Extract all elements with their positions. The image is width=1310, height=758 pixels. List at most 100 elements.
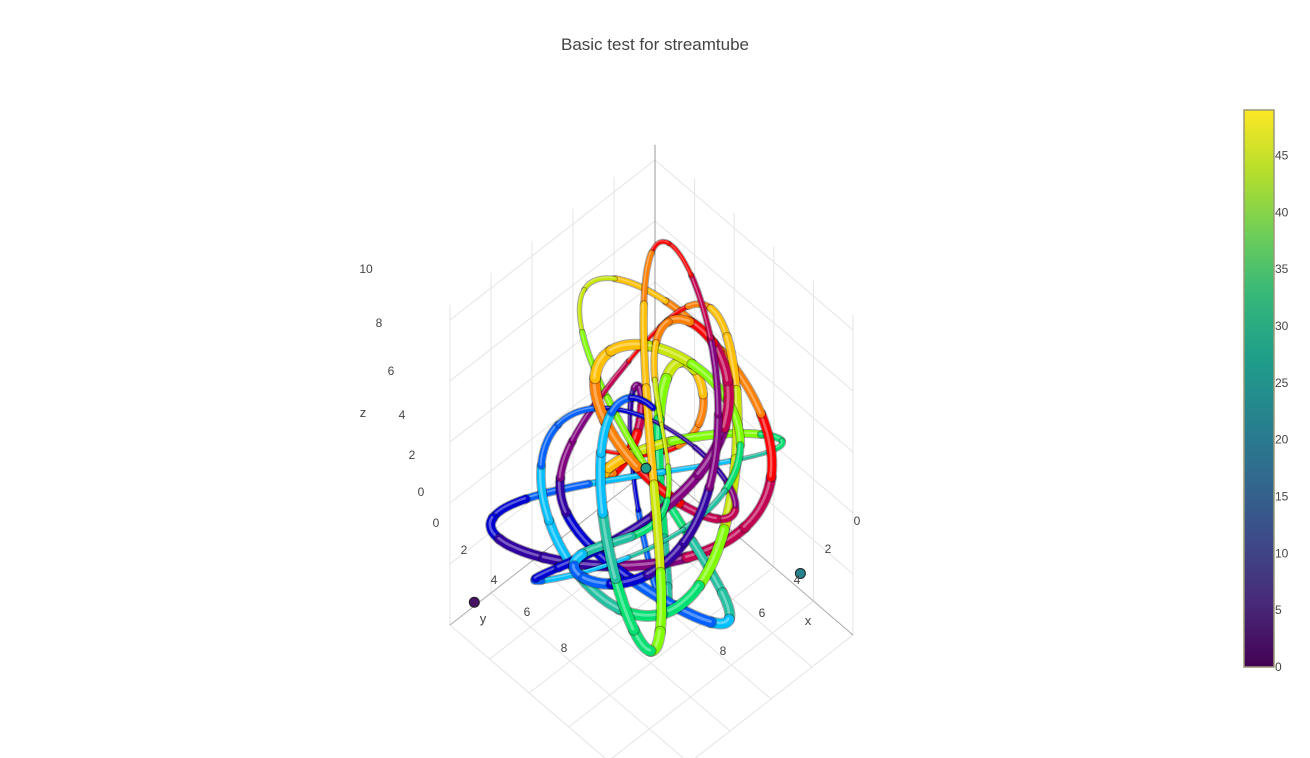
stream-tube-segment[interactable] bbox=[537, 421, 562, 469]
stream-tube-segment[interactable] bbox=[705, 410, 723, 492]
stream-tube-segment[interactable] bbox=[573, 555, 631, 577]
stream-tube-segment[interactable] bbox=[679, 483, 714, 547]
stream-tube-segment[interactable] bbox=[522, 480, 592, 503]
tube-highlight bbox=[557, 475, 567, 514]
stream-tube-segment[interactable] bbox=[632, 402, 647, 438]
tube-highlight bbox=[689, 361, 728, 401]
stream-tube-segment[interactable] bbox=[595, 358, 631, 404]
stream-tube-segment[interactable] bbox=[628, 395, 656, 411]
colorbar-scale bbox=[1243, 109, 1275, 668]
grid-line bbox=[449, 159, 656, 321]
grid-line bbox=[568, 566, 775, 728]
stream-tube-segment[interactable] bbox=[590, 345, 616, 384]
stream-tube-segment[interactable] bbox=[659, 422, 670, 469]
colorbar-tick-label: 45 bbox=[1275, 148, 1289, 162]
stream-tube-segment[interactable] bbox=[641, 250, 655, 307]
stream-tube-segment[interactable] bbox=[628, 624, 656, 656]
stream-tube-segment[interactable] bbox=[488, 495, 530, 522]
stream-tube-segment[interactable] bbox=[486, 513, 504, 544]
z-tick-label: 10 bbox=[359, 262, 373, 276]
stream-tube-segment[interactable] bbox=[640, 301, 650, 392]
tube-highlight bbox=[642, 251, 652, 305]
stream-tube-segment[interactable] bbox=[589, 373, 611, 426]
z-tick-label: 2 bbox=[409, 448, 416, 462]
tube-highlight bbox=[631, 627, 652, 652]
tube-highlight bbox=[667, 242, 692, 276]
stream-tube-segment[interactable] bbox=[608, 394, 635, 416]
stream-tube-segment[interactable] bbox=[537, 461, 553, 525]
grid-line bbox=[654, 342, 854, 514]
stream-tube-segment[interactable] bbox=[612, 276, 669, 304]
stream-tube-segment[interactable] bbox=[643, 538, 689, 579]
stream-tube-segment[interactable] bbox=[667, 241, 694, 278]
tube-highlight bbox=[609, 396, 632, 413]
stream-tube-segment[interactable] bbox=[579, 329, 610, 401]
stream-tube-segment[interactable] bbox=[694, 524, 730, 591]
stream-tube-segment[interactable] bbox=[688, 272, 714, 341]
colorbar-tick-label: 20 bbox=[1275, 433, 1289, 447]
stream-tube-segment[interactable] bbox=[655, 567, 667, 637]
stream-tube-segment[interactable] bbox=[597, 408, 616, 458]
stream-tube-segment[interactable] bbox=[579, 573, 617, 589]
stream-tubes[interactable] bbox=[468, 238, 806, 657]
tube-start-cap bbox=[468, 596, 480, 608]
stream-tube-segment[interactable] bbox=[645, 416, 697, 450]
stream-tube-segment[interactable] bbox=[707, 304, 731, 341]
grid-line bbox=[490, 592, 684, 758]
stream-tube-segment[interactable] bbox=[531, 563, 563, 583]
colorbar-tick-label: 15 bbox=[1275, 489, 1289, 503]
stream-tube-segment[interactable] bbox=[608, 552, 692, 572]
stream-tube-segment[interactable] bbox=[740, 472, 776, 532]
stream-tube-segment[interactable] bbox=[756, 409, 777, 482]
stream-tube-segment[interactable] bbox=[582, 276, 617, 292]
stream-tube-segment[interactable] bbox=[649, 480, 665, 577]
stream-tube-segment[interactable] bbox=[664, 464, 672, 503]
z-tick-label: 6 bbox=[388, 364, 395, 378]
chart-title: Basic test for streamtube bbox=[561, 35, 749, 54]
stream-tube-segment[interactable] bbox=[719, 375, 734, 433]
stream-tube-segment[interactable] bbox=[657, 580, 705, 619]
stream-tube-segment[interactable] bbox=[595, 448, 608, 518]
tube-highlight bbox=[488, 515, 501, 540]
tube-highlight bbox=[696, 527, 725, 587]
stream-tube-segment[interactable] bbox=[721, 442, 744, 494]
tube-highlight bbox=[708, 336, 719, 415]
stream-tube-segment[interactable] bbox=[713, 507, 739, 523]
tube-highlight bbox=[770, 439, 783, 451]
stream-tube-segment[interactable] bbox=[723, 332, 741, 394]
stream-tube-segment[interactable] bbox=[652, 318, 672, 347]
tube-highlight bbox=[711, 340, 729, 382]
stream-tube-segment[interactable] bbox=[555, 405, 600, 428]
stream-tube-segment[interactable] bbox=[561, 508, 596, 551]
stream-tube-segment[interactable] bbox=[494, 534, 549, 563]
stream-tube-segment[interactable] bbox=[667, 430, 724, 446]
stream-tube-segment[interactable] bbox=[598, 508, 621, 584]
stream-tube-segment[interactable] bbox=[708, 338, 733, 386]
stream-tube-segment[interactable] bbox=[577, 287, 586, 335]
tube-start-cap bbox=[640, 462, 652, 474]
stream-tube-segment[interactable] bbox=[649, 239, 671, 255]
stream-tube-segment[interactable] bbox=[556, 437, 577, 482]
tube-highlight bbox=[613, 277, 666, 302]
stream-tube-segment[interactable] bbox=[652, 377, 664, 427]
stream-tube-segment[interactable] bbox=[687, 359, 732, 404]
stream-tube-segment[interactable] bbox=[707, 334, 722, 418]
stream-tube-segment[interactable] bbox=[627, 519, 659, 540]
grid-line bbox=[611, 600, 814, 758]
stream-tube-segment[interactable] bbox=[770, 438, 785, 453]
stream-tube-segment[interactable] bbox=[610, 573, 639, 635]
colorbar-tick-label: 5 bbox=[1275, 603, 1282, 617]
stream-tube-segment[interactable] bbox=[606, 339, 653, 356]
stream-tube-segment[interactable] bbox=[651, 339, 659, 383]
tube-highlight bbox=[539, 422, 559, 466]
tube-highlight bbox=[629, 521, 655, 537]
grid-line bbox=[654, 281, 854, 453]
tube-start-cap bbox=[794, 567, 806, 579]
stream-tube-segment[interactable] bbox=[538, 571, 579, 584]
tube-highlight bbox=[564, 510, 592, 547]
tube-highlight bbox=[592, 348, 612, 379]
stream-tube-segment[interactable] bbox=[555, 473, 571, 517]
tube-highlight bbox=[725, 334, 737, 391]
stream-tube-segment[interactable] bbox=[695, 391, 707, 427]
